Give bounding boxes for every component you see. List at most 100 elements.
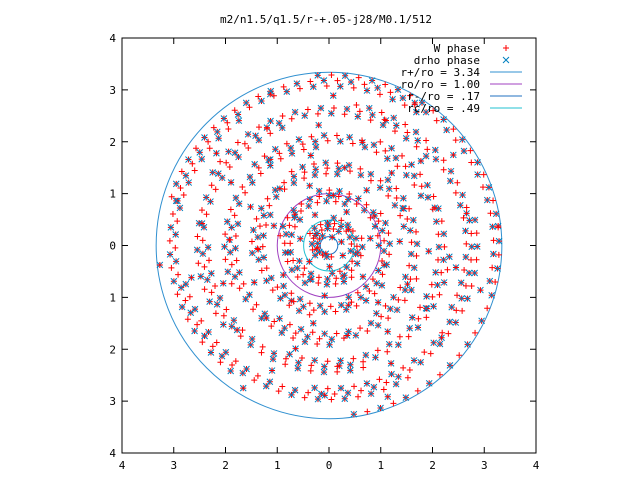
- drho-phase-point: [346, 367, 354, 374]
- w-phase-point: [269, 287, 276, 294]
- w-phase-point: [404, 216, 411, 223]
- w-phase-point: [331, 220, 338, 227]
- drho-phase-point: [440, 256, 447, 264]
- drho-phase-point: [386, 305, 394, 313]
- w-phase-point: [404, 281, 411, 288]
- drho-phase-point: [392, 380, 400, 388]
- drho-phase-point: [464, 341, 471, 348]
- drho-phase-point: [474, 171, 482, 178]
- w-phase-point: [321, 292, 328, 299]
- w-phase-point: [231, 107, 238, 114]
- drho-phase-point: [219, 321, 227, 328]
- w-phase-point: [233, 257, 240, 264]
- drho-phase-point: [432, 269, 439, 276]
- drho-phase-point: [317, 104, 325, 112]
- w-phase-point: [184, 316, 191, 323]
- drho-phase-point: [408, 286, 415, 294]
- w-phase-point: [428, 281, 435, 288]
- drho-phase-point: [182, 172, 190, 179]
- w-phase-point: [201, 263, 208, 270]
- w-phase-point: [341, 111, 348, 118]
- w-phase-point: [225, 126, 232, 133]
- drho-phase-point: [410, 357, 418, 364]
- drho-phase-point: [202, 194, 210, 201]
- w-phase-point: [222, 231, 229, 238]
- w-phase-point: [247, 203, 254, 210]
- drho-phase-point: [430, 303, 437, 310]
- reference-circle: [155, 71, 503, 420]
- w-phase-point: [203, 211, 210, 218]
- drho-phase-point: [261, 310, 269, 318]
- w-phase-point: [333, 330, 340, 337]
- drho-phase-point: [392, 154, 400, 162]
- drho-phase-point: [494, 265, 501, 272]
- w-phase-point: [438, 334, 445, 341]
- w-phase-point: [385, 230, 392, 237]
- w-phase-point: [379, 257, 386, 264]
- w-phase-point: [360, 364, 367, 371]
- drho-phase-point: [337, 138, 344, 145]
- w-phase-point: [323, 170, 330, 177]
- w-phase-point: [492, 279, 499, 286]
- w-phase-point: [367, 235, 374, 242]
- drho-phase-point: [384, 176, 392, 184]
- w-phase-point: [452, 137, 459, 144]
- w-phase-point: [228, 280, 235, 287]
- drho-phase-point: [380, 247, 388, 255]
- w-phase-point: [297, 235, 304, 242]
- w-phase-point: [423, 137, 430, 144]
- drho-phase-point: [486, 277, 494, 285]
- drho-phase-point: [270, 350, 278, 357]
- w-phase-point: [301, 175, 308, 182]
- w-phase-point: [324, 137, 331, 144]
- w-phase-point: [331, 390, 338, 397]
- drho-phase-point: [288, 150, 296, 157]
- drho-phase-point: [296, 257, 303, 265]
- drho-phase-point: [464, 295, 471, 302]
- w-phase-point: [324, 358, 331, 365]
- w-phase-point: [339, 252, 346, 259]
- drho-phase-point: [392, 122, 400, 129]
- drho-phase-point: [311, 384, 318, 392]
- drho-phase-point: [361, 143, 369, 151]
- w-phase-point: [290, 334, 297, 341]
- drho-phase-point: [296, 295, 304, 303]
- w-phase-point: [440, 157, 447, 164]
- w-phase-point: [463, 240, 470, 247]
- w-phase-point: [310, 307, 317, 314]
- w-phase-point: [251, 279, 258, 286]
- drho-phase-point: [385, 185, 393, 193]
- y-tick-label: 3: [109, 395, 116, 408]
- drho-phase-point: [399, 204, 407, 212]
- drho-phase-point: [235, 200, 243, 208]
- w-phase-point: [269, 367, 276, 374]
- w-phase-point: [280, 271, 287, 278]
- drho-phase-point: [199, 250, 207, 258]
- drho-phase-point: [224, 268, 232, 276]
- w-phase-point: [400, 364, 407, 371]
- w-phase-point: [413, 143, 420, 150]
- w-phase-point: [418, 183, 425, 190]
- legend-label: drho phase: [414, 54, 480, 67]
- drho-phase-point: [346, 133, 353, 141]
- drho-phase-point: [262, 382, 270, 390]
- drho-phase-point: [252, 132, 259, 140]
- w-phase-point: [472, 329, 479, 336]
- chart-title: m2/n1.5/q1.5/r-+.05-j28/M0.1/512: [220, 13, 432, 26]
- w-phase-point: [316, 193, 323, 200]
- w-phase-point: [332, 198, 339, 205]
- w-phase-point: [261, 153, 268, 160]
- w-phase-point: [377, 177, 384, 184]
- w-phase-point: [263, 221, 270, 228]
- w-phase-point: [212, 310, 219, 317]
- drho-phase-point: [172, 180, 180, 188]
- w-phase-point: [473, 230, 480, 237]
- drho-phase-point: [414, 324, 422, 331]
- drho-phase-point: [375, 242, 383, 249]
- w-phase-point: [396, 238, 403, 245]
- w-phase-point: [324, 165, 331, 172]
- drho-phase-point: [279, 223, 287, 230]
- w-phase-point: [282, 355, 289, 362]
- w-phase-point: [334, 77, 341, 84]
